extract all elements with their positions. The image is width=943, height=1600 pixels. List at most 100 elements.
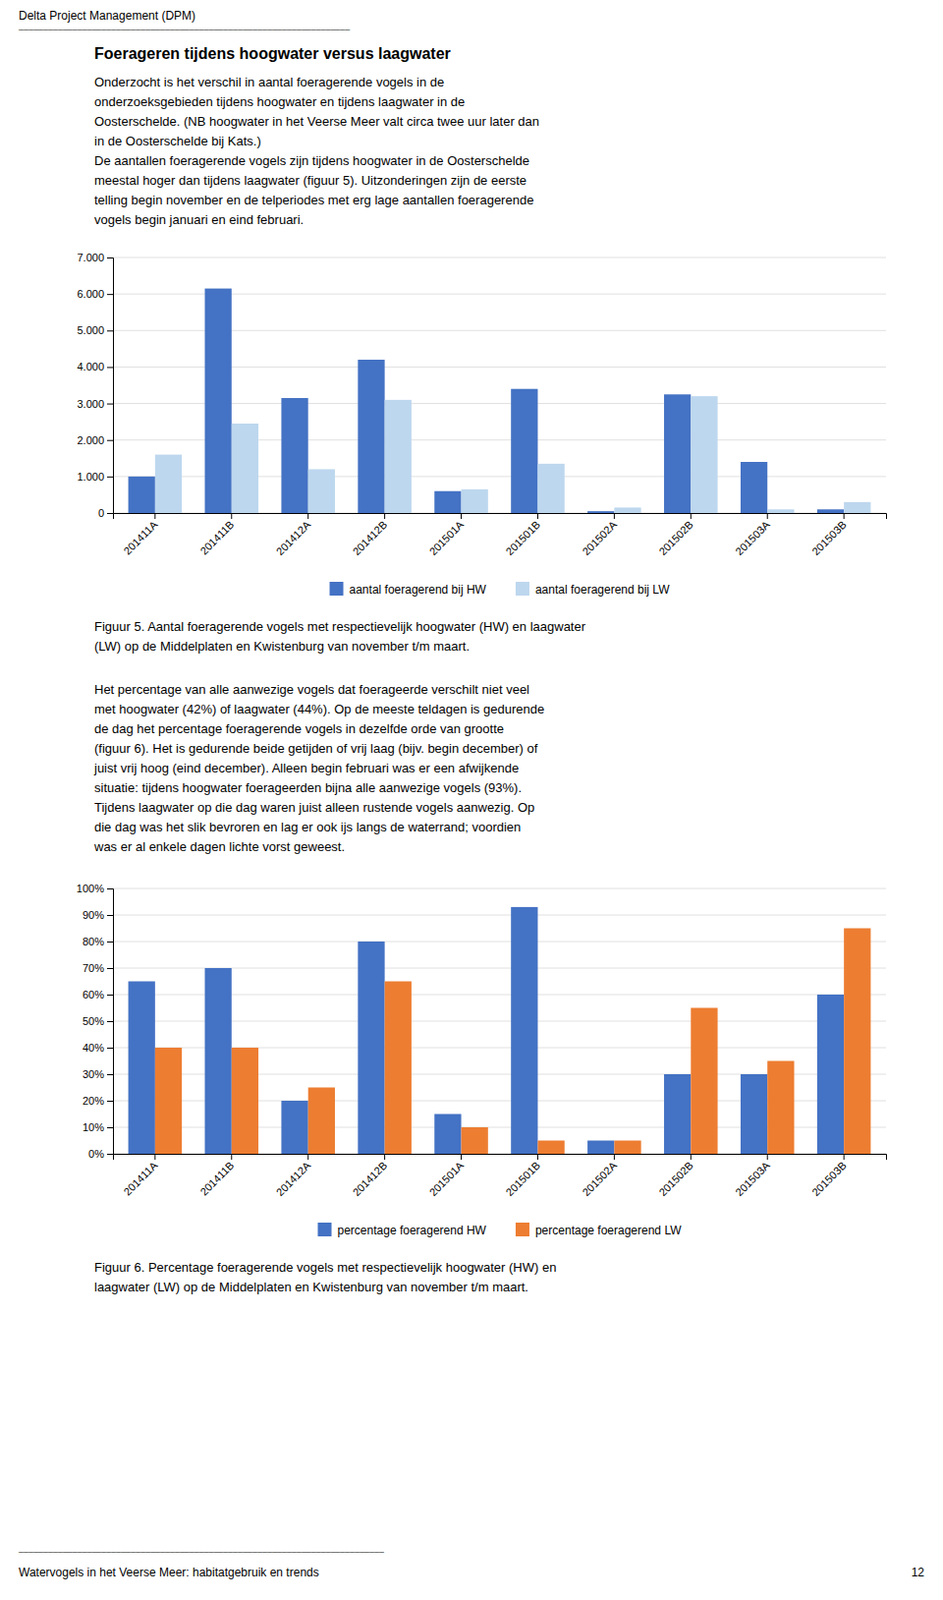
bar — [385, 399, 412, 513]
bar — [843, 928, 871, 1155]
y-tick-label: 6.000 — [76, 287, 105, 300]
footer-left: Watervogels in het Veerse Meer: habitatg… — [18, 1564, 320, 1579]
y-tick-mark — [107, 257, 113, 259]
intro-line: in de Oosterschelde bij Kats.) — [94, 133, 262, 149]
x-tick-label: 201502B — [656, 1159, 696, 1199]
y-tick-mark — [107, 330, 113, 332]
y-tick: 40% — [82, 1041, 113, 1054]
bar — [690, 395, 718, 513]
bar — [613, 506, 641, 513]
bar — [537, 1140, 564, 1155]
y-tick-mark — [107, 403, 113, 405]
bar — [155, 454, 182, 513]
bar — [308, 468, 335, 513]
bar — [843, 501, 871, 513]
legend-label: aantal foeragerend bij HW — [349, 582, 488, 597]
y-tick-label: 3.000 — [76, 397, 105, 410]
y-tick: 70% — [82, 961, 113, 974]
legend-item: percentage foeragerend LW — [515, 1221, 682, 1237]
y-tick: 90% — [82, 908, 113, 921]
main-title: Foerageren tijdens hoogwater versus laag… — [94, 45, 451, 62]
bar — [587, 510, 614, 513]
legend-swatch — [330, 581, 344, 596]
bar — [155, 1047, 182, 1154]
x-tick-label: 201412B — [350, 518, 390, 558]
footer-right: 12 — [911, 1564, 926, 1579]
y-tick-mark — [107, 994, 113, 996]
y-tick-label: 0 — [98, 506, 105, 519]
x-axis-line — [113, 513, 888, 520]
x-tick: 201503A — [732, 1153, 773, 1198]
y-tick-mark — [107, 512, 113, 514]
legend-label: aantal foeragerend bij LW — [535, 582, 670, 597]
x-tick: 201501A — [427, 512, 467, 557]
bar — [817, 994, 844, 1154]
chart: 01.0002.0003.0004.0005.0006.0007.0002014… — [76, 251, 887, 597]
paragraph-line: Tijdens laagwater op die dag waren juist… — [94, 799, 535, 815]
bar — [613, 1140, 641, 1155]
page-text: Delta Project Management (DPM)──────────… — [17, 8, 925, 1579]
y-tick: 30% — [82, 1067, 113, 1080]
bar — [205, 288, 232, 513]
y-tick-label: 90% — [82, 908, 105, 921]
x-axis: 201411A201411B201412A201412B201501A20150… — [113, 1153, 888, 1198]
y-tick-mark — [107, 914, 113, 916]
x-tick: 201502B — [656, 1153, 696, 1198]
y-tick-mark — [107, 1153, 113, 1155]
bar — [434, 491, 461, 513]
x-tick-mark — [843, 512, 845, 519]
x-axis: 201411A 201411B 201412A 201412B 201501A 20150… — [113, 512, 888, 557]
y-tick: 3.000 — [76, 397, 113, 410]
legend: percentage foeragerend HW percentage foer… — [318, 1221, 683, 1237]
x-tick-label: 201411A — [120, 517, 161, 557]
y-tick-mark — [107, 1126, 113, 1128]
x-tick: 201502A — [579, 512, 619, 557]
bar — [434, 1113, 461, 1155]
x-tick: 201411B — [197, 1153, 236, 1198]
bar — [385, 981, 412, 1155]
bar — [357, 941, 385, 1154]
paragraph-line: die dag was het slik bevroren en lag er … — [94, 819, 521, 834]
bar — [587, 1140, 614, 1155]
x-tick-label: 201503A — [732, 517, 773, 557]
intro-line: vogels begin januari en eind februari. — [94, 212, 304, 227]
grid — [112, 257, 887, 513]
x-tick-label: 201501B — [502, 1159, 543, 1199]
y-tick: 5.000 — [76, 324, 113, 336]
bar — [510, 906, 538, 1154]
y-tick: 1.000 — [76, 470, 113, 483]
legend-item: percentage foeragerend HW — [318, 1221, 488, 1237]
x-tick: 201411A — [120, 512, 161, 557]
bar — [128, 476, 156, 513]
x-tick-label: 201412B — [350, 1159, 390, 1199]
y-tick-mark — [107, 366, 113, 368]
page-title: Delta Project Management (DPM) — [18, 8, 196, 23]
paragraph-line: was er al enkele dagen lichte vorst gewe… — [93, 838, 345, 854]
y-tick-mark — [107, 293, 113, 295]
x-tick-mark — [307, 1153, 309, 1160]
legend-label: percentage foeragerend LW — [535, 1222, 682, 1237]
x-tick-label: 201411A — [120, 1158, 161, 1198]
x-tick-mark — [307, 512, 309, 519]
y-tick-mark — [107, 1047, 113, 1049]
bar — [664, 1073, 691, 1154]
y-tick-mark — [107, 1100, 113, 1102]
x-tick: 201411B — [197, 512, 236, 557]
y-tick: 0 — [98, 506, 113, 519]
y-tick: 6.000 — [76, 287, 113, 300]
intro-line: Onderzocht is het verschil in aantal foe… — [94, 74, 444, 90]
x-tick-mark — [690, 512, 692, 519]
x-tick-label: 201503B — [809, 518, 849, 558]
bar — [231, 1047, 259, 1154]
grid-line — [112, 941, 887, 943]
grid-line — [112, 257, 887, 259]
intro-line: onderzoeksgebieden tijdens hoogwater en … — [94, 94, 465, 110]
x-tick-mark — [537, 512, 539, 519]
bar — [128, 981, 156, 1155]
y-tick-label: 5.000 — [76, 324, 105, 336]
legend-label: percentage foeragerend HW — [337, 1222, 488, 1237]
x-tick-label: 201412A — [274, 517, 314, 557]
x-tick-label: 201503B — [809, 1159, 849, 1199]
bar — [767, 508, 794, 513]
intro-line: meestal hoger dan tijdens laagwater (fig… — [94, 172, 527, 188]
